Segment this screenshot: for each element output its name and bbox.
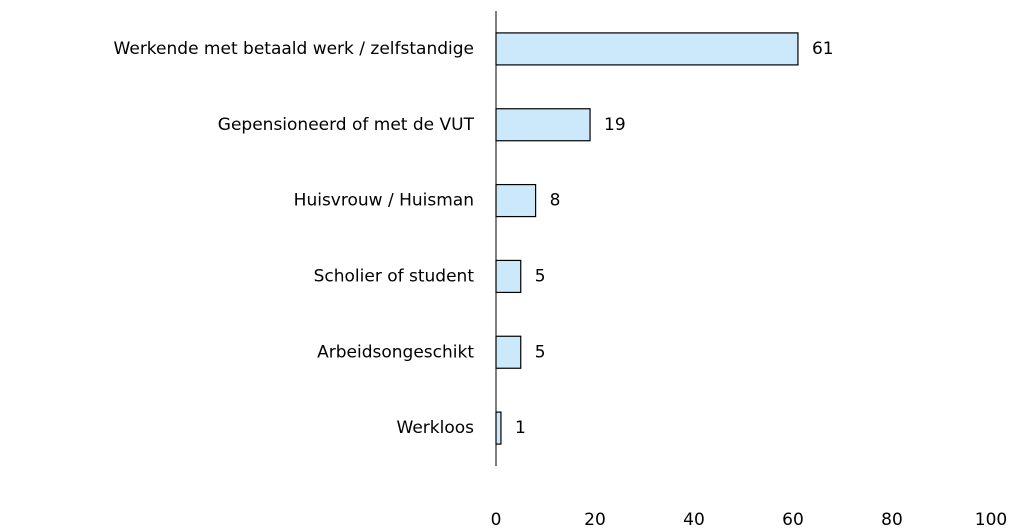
bar <box>495 108 591 142</box>
value-label: 8 <box>550 191 561 211</box>
bar <box>495 411 502 445</box>
y-tick-label: Scholier of student <box>314 266 475 286</box>
x-tick-label: 100 <box>975 510 1007 529</box>
bar <box>495 32 799 66</box>
y-tick-label: Werkloos <box>397 418 475 438</box>
y-tick-label: Werkende met betaald werk / zelfstandige <box>114 39 474 59</box>
x-tick-label: 20 <box>584 510 606 529</box>
x-tick-label: 40 <box>683 510 705 529</box>
y-tick-label: Gepensioneerd of met de VUT <box>218 115 475 135</box>
value-label: 5 <box>535 266 546 286</box>
value-label: 1 <box>515 418 526 438</box>
x-tick-label: 60 <box>782 510 804 529</box>
bar <box>495 335 522 369</box>
y-tick-label: Huisvrouw / Huisman <box>294 191 474 211</box>
x-tick-label: 0 <box>491 510 502 529</box>
x-tick-label: 80 <box>881 510 903 529</box>
bar <box>495 259 522 294</box>
y-tick-label: Arbeidsongeschikt <box>317 342 474 362</box>
value-label: 61 <box>812 39 834 59</box>
bar <box>495 183 537 218</box>
value-label: 19 <box>604 115 626 135</box>
value-label: 5 <box>535 342 546 362</box>
